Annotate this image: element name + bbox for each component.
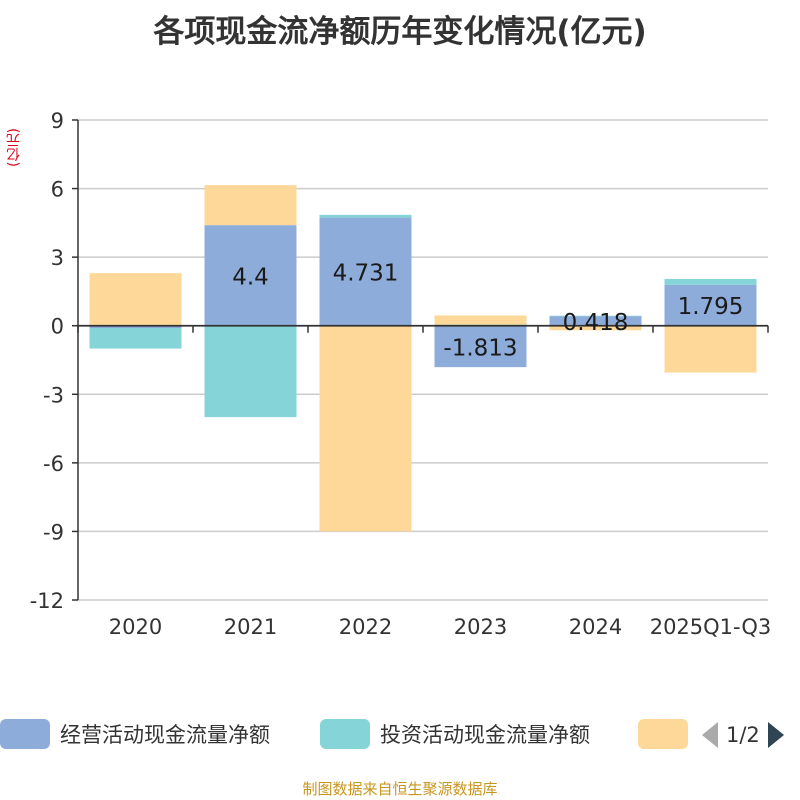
x-category-label: 2024 — [569, 615, 622, 639]
bar-series3-2020 — [89, 273, 182, 326]
bar-series1-2022 — [319, 217, 412, 326]
legend-swatch-operating — [0, 719, 50, 749]
pager-prev-icon[interactable] — [700, 720, 720, 750]
legend-item-investing[interactable]: 投资活动现金流量净额 — [320, 716, 590, 752]
bar-series3-2021 — [204, 185, 297, 226]
bar-series1-2025Q1-Q3 — [664, 284, 757, 326]
bar-series1-2020 — [89, 325, 182, 328]
bar-series1-2021 — [204, 225, 297, 326]
legend-item-operating[interactable]: 经营活动现金流量净额 — [0, 716, 270, 752]
chart-plot: 9 6 3 0 -3 -6 -9 -12 4.4 4.731 -1.813 0.418 1.795 202… — [30, 109, 772, 639]
x-category-label: 2020 — [109, 615, 162, 639]
bar-series2-2025Q1-Q3 — [664, 278, 757, 285]
legend-item-third-series[interactable] — [638, 716, 698, 752]
y-tick-label: 6 — [51, 178, 64, 202]
y-tick-label: 9 — [51, 109, 64, 133]
pager-page-indicator: 1/2 — [726, 723, 760, 747]
data-label: 1.795 — [678, 294, 744, 320]
pager-next-icon[interactable] — [766, 720, 786, 750]
bar-series1-2024 — [549, 316, 642, 326]
legend-pager: 1/2 — [700, 718, 786, 752]
data-label: 4.4 — [232, 264, 269, 290]
legend-label-operating: 经营活动现金流量净额 — [60, 723, 270, 747]
bar-series2-2024 — [549, 315, 642, 317]
y-tick-label: -6 — [43, 452, 64, 476]
bar-series3-2023 — [434, 315, 527, 325]
bar-series3-2025Q1-Q3 — [664, 325, 757, 373]
bar-series2-2020 — [89, 328, 182, 349]
bar-series2-2021 — [204, 325, 297, 418]
bar-series3-2024 — [549, 325, 642, 331]
y-tick-label: 3 — [51, 246, 64, 270]
x-category-label: 2022 — [339, 615, 392, 639]
bar-series2-2022 — [319, 214, 412, 218]
data-label: 4.731 — [333, 261, 399, 287]
legend-swatch-investing — [320, 719, 370, 749]
chart-title: 各项现金流净额历年变化情况(亿元) — [153, 14, 647, 50]
data-label: -1.813 — [443, 335, 517, 361]
data-source-note: 制图数据来自恒生聚源数据库 — [302, 780, 498, 798]
bar-series1-2023 — [434, 325, 527, 368]
x-category-label: 2025Q1-Q3 — [650, 615, 772, 639]
x-category-label: 2023 — [454, 615, 507, 639]
y-tick-label: -3 — [43, 383, 64, 407]
y-tick-label: -9 — [43, 520, 64, 544]
legend-swatch-third-series — [638, 719, 688, 749]
data-label: 0.418 — [563, 310, 629, 336]
y-tick-label: 0 — [51, 315, 64, 339]
x-category-label: 2021 — [224, 615, 277, 639]
y-tick-label: -12 — [30, 589, 64, 613]
bar-series3-2022 — [319, 325, 412, 532]
legend-label-investing: 投资活动现金流量净额 — [380, 723, 590, 747]
